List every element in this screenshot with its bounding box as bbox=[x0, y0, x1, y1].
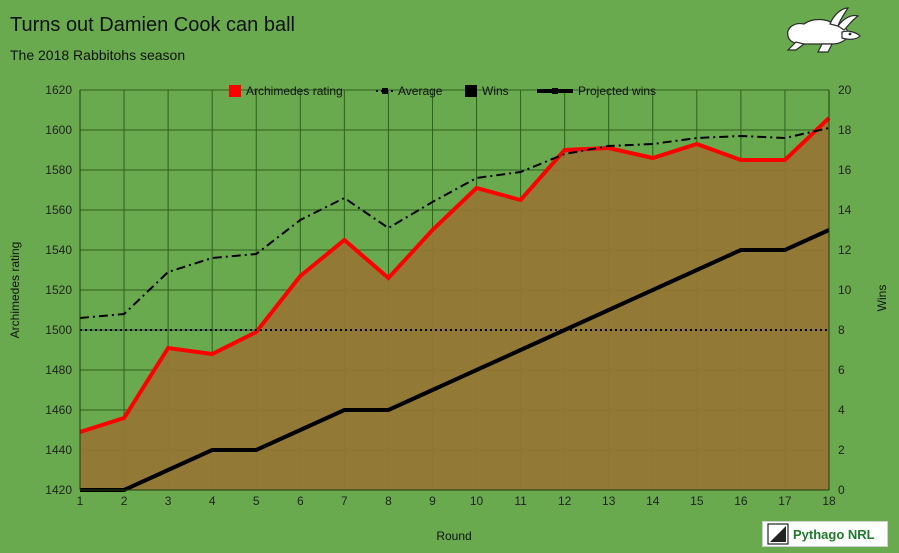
x-tick-label: 3 bbox=[165, 494, 172, 508]
y-tick-label: 1460 bbox=[45, 403, 72, 417]
y2-tick-label: 16 bbox=[838, 163, 852, 177]
y2-tick-label: 12 bbox=[838, 243, 852, 257]
x-tick-label: 1 bbox=[77, 494, 84, 508]
x-tick-label: 13 bbox=[602, 494, 616, 508]
x-tick-label: 7 bbox=[341, 494, 348, 508]
legend-swatch-average bbox=[382, 88, 388, 94]
y-tick-label: 1420 bbox=[45, 483, 72, 497]
chart-title: Turns out Damien Cook can ball bbox=[10, 14, 295, 36]
legend-swatch-projected-wins bbox=[552, 88, 558, 94]
y2-tick-label: 0 bbox=[838, 483, 845, 497]
x-tick-label: 6 bbox=[297, 494, 304, 508]
x-tick-label: 4 bbox=[209, 494, 216, 508]
y-tick-label: 1560 bbox=[45, 203, 72, 217]
x-tick-label: 2 bbox=[121, 494, 128, 508]
brand-name: Pythago NRL bbox=[793, 526, 875, 542]
x-tick-label: 10 bbox=[470, 494, 484, 508]
y2-tick-label: 18 bbox=[838, 123, 852, 137]
pythago-brand-badge: Pythago NRL bbox=[762, 521, 888, 547]
rabbit-icon bbox=[786, 7, 861, 53]
y2-tick-label: 8 bbox=[838, 323, 845, 337]
x-tick-label: 15 bbox=[690, 494, 704, 508]
x-tick-label: 12 bbox=[558, 494, 572, 508]
legend-label-archimedes-rating: Archimedes rating bbox=[246, 84, 343, 98]
y-tick-label: 1520 bbox=[45, 283, 72, 297]
legend-swatch-wins bbox=[465, 85, 477, 97]
y2-tick-label: 6 bbox=[838, 363, 845, 377]
y-tick-label: 1440 bbox=[45, 443, 72, 457]
legend-swatch-archimedes-rating bbox=[229, 85, 241, 97]
rating-area-fill bbox=[80, 118, 829, 490]
y2-tick-label: 2 bbox=[838, 443, 845, 457]
x-tick-label: 8 bbox=[385, 494, 392, 508]
y2-tick-label: 4 bbox=[838, 403, 845, 417]
x-tick-label: 18 bbox=[822, 494, 836, 508]
y-tick-label: 1540 bbox=[45, 243, 72, 257]
y-tick-label: 1580 bbox=[45, 163, 72, 177]
x-tick-label: 5 bbox=[253, 494, 260, 508]
series-line-archimedes-rating bbox=[79, 116, 831, 434]
x-tick-label: 9 bbox=[429, 494, 436, 508]
x-tick-label: 14 bbox=[646, 494, 660, 508]
y-axis-title: Archimedes rating bbox=[8, 242, 22, 339]
legend-label-average: Average bbox=[398, 84, 443, 98]
series-line-projected-wins bbox=[79, 127, 830, 319]
y2-tick-label: 14 bbox=[838, 203, 852, 217]
y2-tick-label: 10 bbox=[838, 283, 852, 297]
y-tick-label: 1500 bbox=[45, 323, 72, 337]
chart-subtitle: The 2018 Rabbitohs season bbox=[10, 47, 186, 63]
x-tick-label: 16 bbox=[734, 494, 748, 508]
x-axis-title: Round bbox=[436, 529, 471, 543]
legend-label-projected-wins: Projected wins bbox=[578, 84, 656, 98]
legend-label-wins: Wins bbox=[482, 84, 509, 98]
pythago-logo-icon bbox=[767, 523, 789, 545]
y2-axis-title: Wins bbox=[875, 285, 889, 312]
x-tick-label: 11 bbox=[514, 494, 527, 508]
y-tick-label: 1480 bbox=[45, 363, 72, 377]
y2-tick-label: 20 bbox=[838, 83, 852, 97]
series-line-wins bbox=[80, 228, 830, 492]
x-tick-label: 17 bbox=[778, 494, 792, 508]
y-tick-label: 1620 bbox=[45, 83, 72, 97]
y-tick-label: 1600 bbox=[45, 123, 72, 137]
